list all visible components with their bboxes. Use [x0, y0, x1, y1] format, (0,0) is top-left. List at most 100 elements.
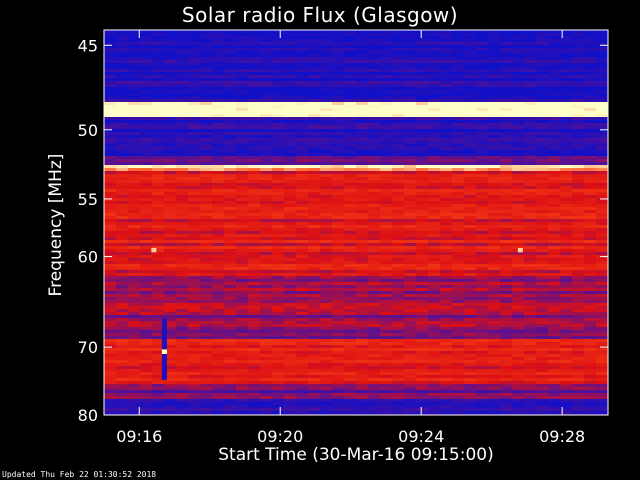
heatmap-cell — [308, 81, 321, 85]
heatmap-cell — [320, 132, 333, 136]
heatmap-cell — [344, 123, 357, 127]
heatmap-cell — [200, 126, 213, 130]
heatmap-cell — [308, 84, 321, 88]
heatmap-cell — [164, 381, 177, 385]
heatmap-cell — [416, 126, 429, 130]
heatmap-cell — [212, 333, 225, 337]
heatmap-cell — [212, 234, 225, 238]
heatmap-cell — [584, 315, 597, 319]
heatmap-cell — [188, 309, 201, 313]
heatmap-cell — [260, 351, 273, 355]
heatmap-cell — [344, 81, 357, 85]
heatmap-cell — [188, 120, 201, 124]
heatmap-cell — [296, 45, 309, 49]
heatmap-cell — [452, 171, 465, 175]
heatmap-cell — [260, 384, 273, 388]
heatmap-cell — [512, 159, 525, 163]
heatmap-cell — [452, 75, 465, 79]
heatmap-cell — [500, 102, 513, 106]
heatmap-cell — [128, 150, 141, 154]
heatmap-cell — [344, 381, 357, 385]
heatmap-cell — [356, 213, 369, 217]
heatmap-cell — [164, 120, 177, 124]
heatmap-cell — [572, 249, 585, 253]
heatmap-cell — [440, 168, 453, 172]
heatmap-cell — [344, 357, 357, 361]
heatmap-cell — [164, 78, 177, 82]
heatmap-cell — [380, 243, 393, 247]
heatmap-cell — [368, 201, 381, 205]
heatmap-cell — [416, 270, 429, 274]
heatmap-cell — [356, 324, 369, 328]
heatmap-cell — [464, 249, 477, 253]
heatmap-cell — [212, 30, 225, 34]
heatmap-cell — [392, 162, 405, 166]
heatmap-cell — [236, 261, 249, 265]
heatmap-cell — [248, 237, 261, 241]
heatmap-cell — [332, 279, 345, 283]
heatmap-cell — [380, 84, 393, 88]
heatmap-cell — [344, 297, 357, 301]
heatmap-cell — [368, 291, 381, 295]
heatmap-cell — [212, 294, 225, 298]
heatmap-cell — [308, 351, 321, 355]
heatmap-cell — [356, 183, 369, 187]
heatmap-cell — [476, 309, 489, 313]
heatmap-cell — [404, 66, 417, 70]
heatmap-cell — [308, 30, 321, 34]
heatmap-cell — [548, 231, 561, 235]
heatmap-cell — [440, 108, 453, 112]
heatmap-cell — [356, 201, 369, 205]
heatmap-cell — [380, 312, 393, 316]
heatmap-cell — [428, 36, 441, 40]
heatmap-cell — [572, 288, 585, 292]
heatmap-cell — [452, 168, 465, 172]
heatmap-cell — [536, 141, 549, 145]
heatmap-cell — [332, 291, 345, 295]
heatmap-cell — [116, 87, 129, 91]
heatmap-cell — [344, 33, 357, 37]
heatmap-cell — [464, 360, 477, 364]
heatmap-cell — [392, 87, 405, 91]
heatmap-cell — [464, 336, 477, 340]
heatmap-cell — [284, 246, 297, 250]
heatmap-cell — [368, 96, 381, 100]
heatmap-cell — [392, 285, 405, 289]
heatmap-cell — [392, 258, 405, 262]
heatmap-cell — [428, 69, 441, 73]
heatmap-cell — [236, 357, 249, 361]
heatmap-cell — [332, 282, 345, 286]
heatmap-cell — [236, 255, 249, 259]
heatmap-cell — [296, 72, 309, 76]
heatmap-cell — [368, 345, 381, 349]
heatmap-cell — [260, 357, 273, 361]
heatmap-cell — [416, 363, 429, 367]
heatmap-cell — [344, 114, 357, 118]
heatmap-cell — [128, 195, 141, 199]
heatmap-cell — [188, 204, 201, 208]
heatmap-cell — [344, 273, 357, 277]
heatmap-cell — [128, 99, 141, 103]
heatmap-cell — [224, 123, 237, 127]
heatmap-cell — [224, 357, 237, 361]
heatmap-cell — [176, 126, 189, 130]
heatmap-cell — [356, 216, 369, 220]
heatmap-cell — [128, 162, 141, 166]
heatmap-cell — [188, 210, 201, 214]
heatmap-cell — [560, 168, 573, 172]
heatmap-cell — [164, 39, 177, 43]
heatmap-cell — [368, 90, 381, 94]
heatmap-cell — [224, 339, 237, 343]
heatmap-cell — [440, 99, 453, 103]
heatmap-cell — [116, 30, 129, 34]
heatmap-cell — [176, 174, 189, 178]
heatmap-cell — [572, 171, 585, 175]
heatmap-cell — [176, 165, 189, 169]
heatmap-cell — [140, 282, 153, 286]
heatmap-cell — [524, 267, 537, 271]
heatmap-cell — [224, 159, 237, 163]
heatmap-cell — [584, 351, 597, 355]
heatmap-cell — [296, 132, 309, 136]
heatmap-cell — [104, 285, 117, 289]
heatmap-cell — [404, 69, 417, 73]
